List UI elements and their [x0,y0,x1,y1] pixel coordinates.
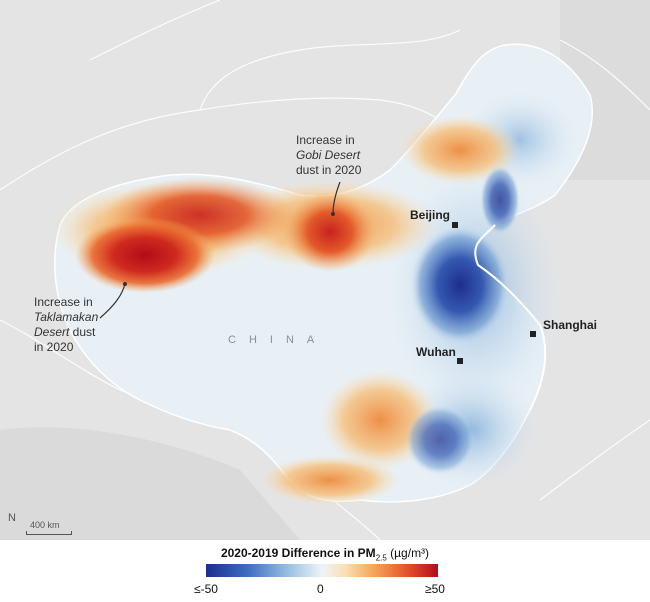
country-label: CHINA [228,334,328,346]
gobi-annotation-italic: Gobi Desert [296,148,361,162]
wuhan-label: Wuhan [416,345,456,359]
legend-title-text: 2020-2019 Difference in PM [220,546,376,560]
gobi-annotation: Increase in Gobi Desert dust in 2020 [296,133,361,178]
legend-title: 2020-2019 Difference in PM2.5 (µg/m³) [0,546,650,562]
taklamakan-leader-line [99,283,126,319]
taklamakan-annotation-line4: in 2020 [34,340,74,354]
pm25-difference-map [0,0,650,540]
wuhan-marker [457,358,463,364]
gobi-leader-dot [331,212,335,216]
gobi-leader-line [332,181,341,215]
legend: 2020-2019 Difference in PM2.5 (µg/m³) ≤-… [0,540,650,602]
beijing-label: Beijing [410,208,451,222]
legend-tick-min: ≤-50 [194,582,218,596]
shanghai-label: Shanghai [543,318,598,332]
coastline [474,224,547,411]
terrain-south [0,427,300,540]
gobi-annotation-line3: dust in 2020 [296,163,362,177]
legend-title-subscript: 2.5 [375,553,387,563]
legend-color-bar [206,564,438,577]
scale-label: 400 km [30,520,60,530]
taklamakan-annotation-italic: Taklamakan [34,310,99,324]
taklamakan-annotation-line3b: dust [69,325,96,339]
taklamakan-annotation-line3: Desert [34,325,70,339]
legend-tick-mid: 0 [317,582,324,596]
legend-title-unit: (µg/m³) [386,546,430,560]
gobi-annotation-line1: Increase in [296,133,355,147]
shanghai-marker [530,331,536,337]
north-arrow-icon: N [8,512,16,524]
taklamakan-annotation-line1: Increase in [34,295,93,309]
pm25-fields [50,90,580,505]
legend-tick-max: ≥50 [425,582,445,596]
scale-bar [26,531,72,535]
beijing-marker [452,222,458,228]
taklamakan-leader-dot [123,282,127,286]
taklamakan-annotation: Increase in Taklamakan Desert dust in 20… [34,295,98,355]
